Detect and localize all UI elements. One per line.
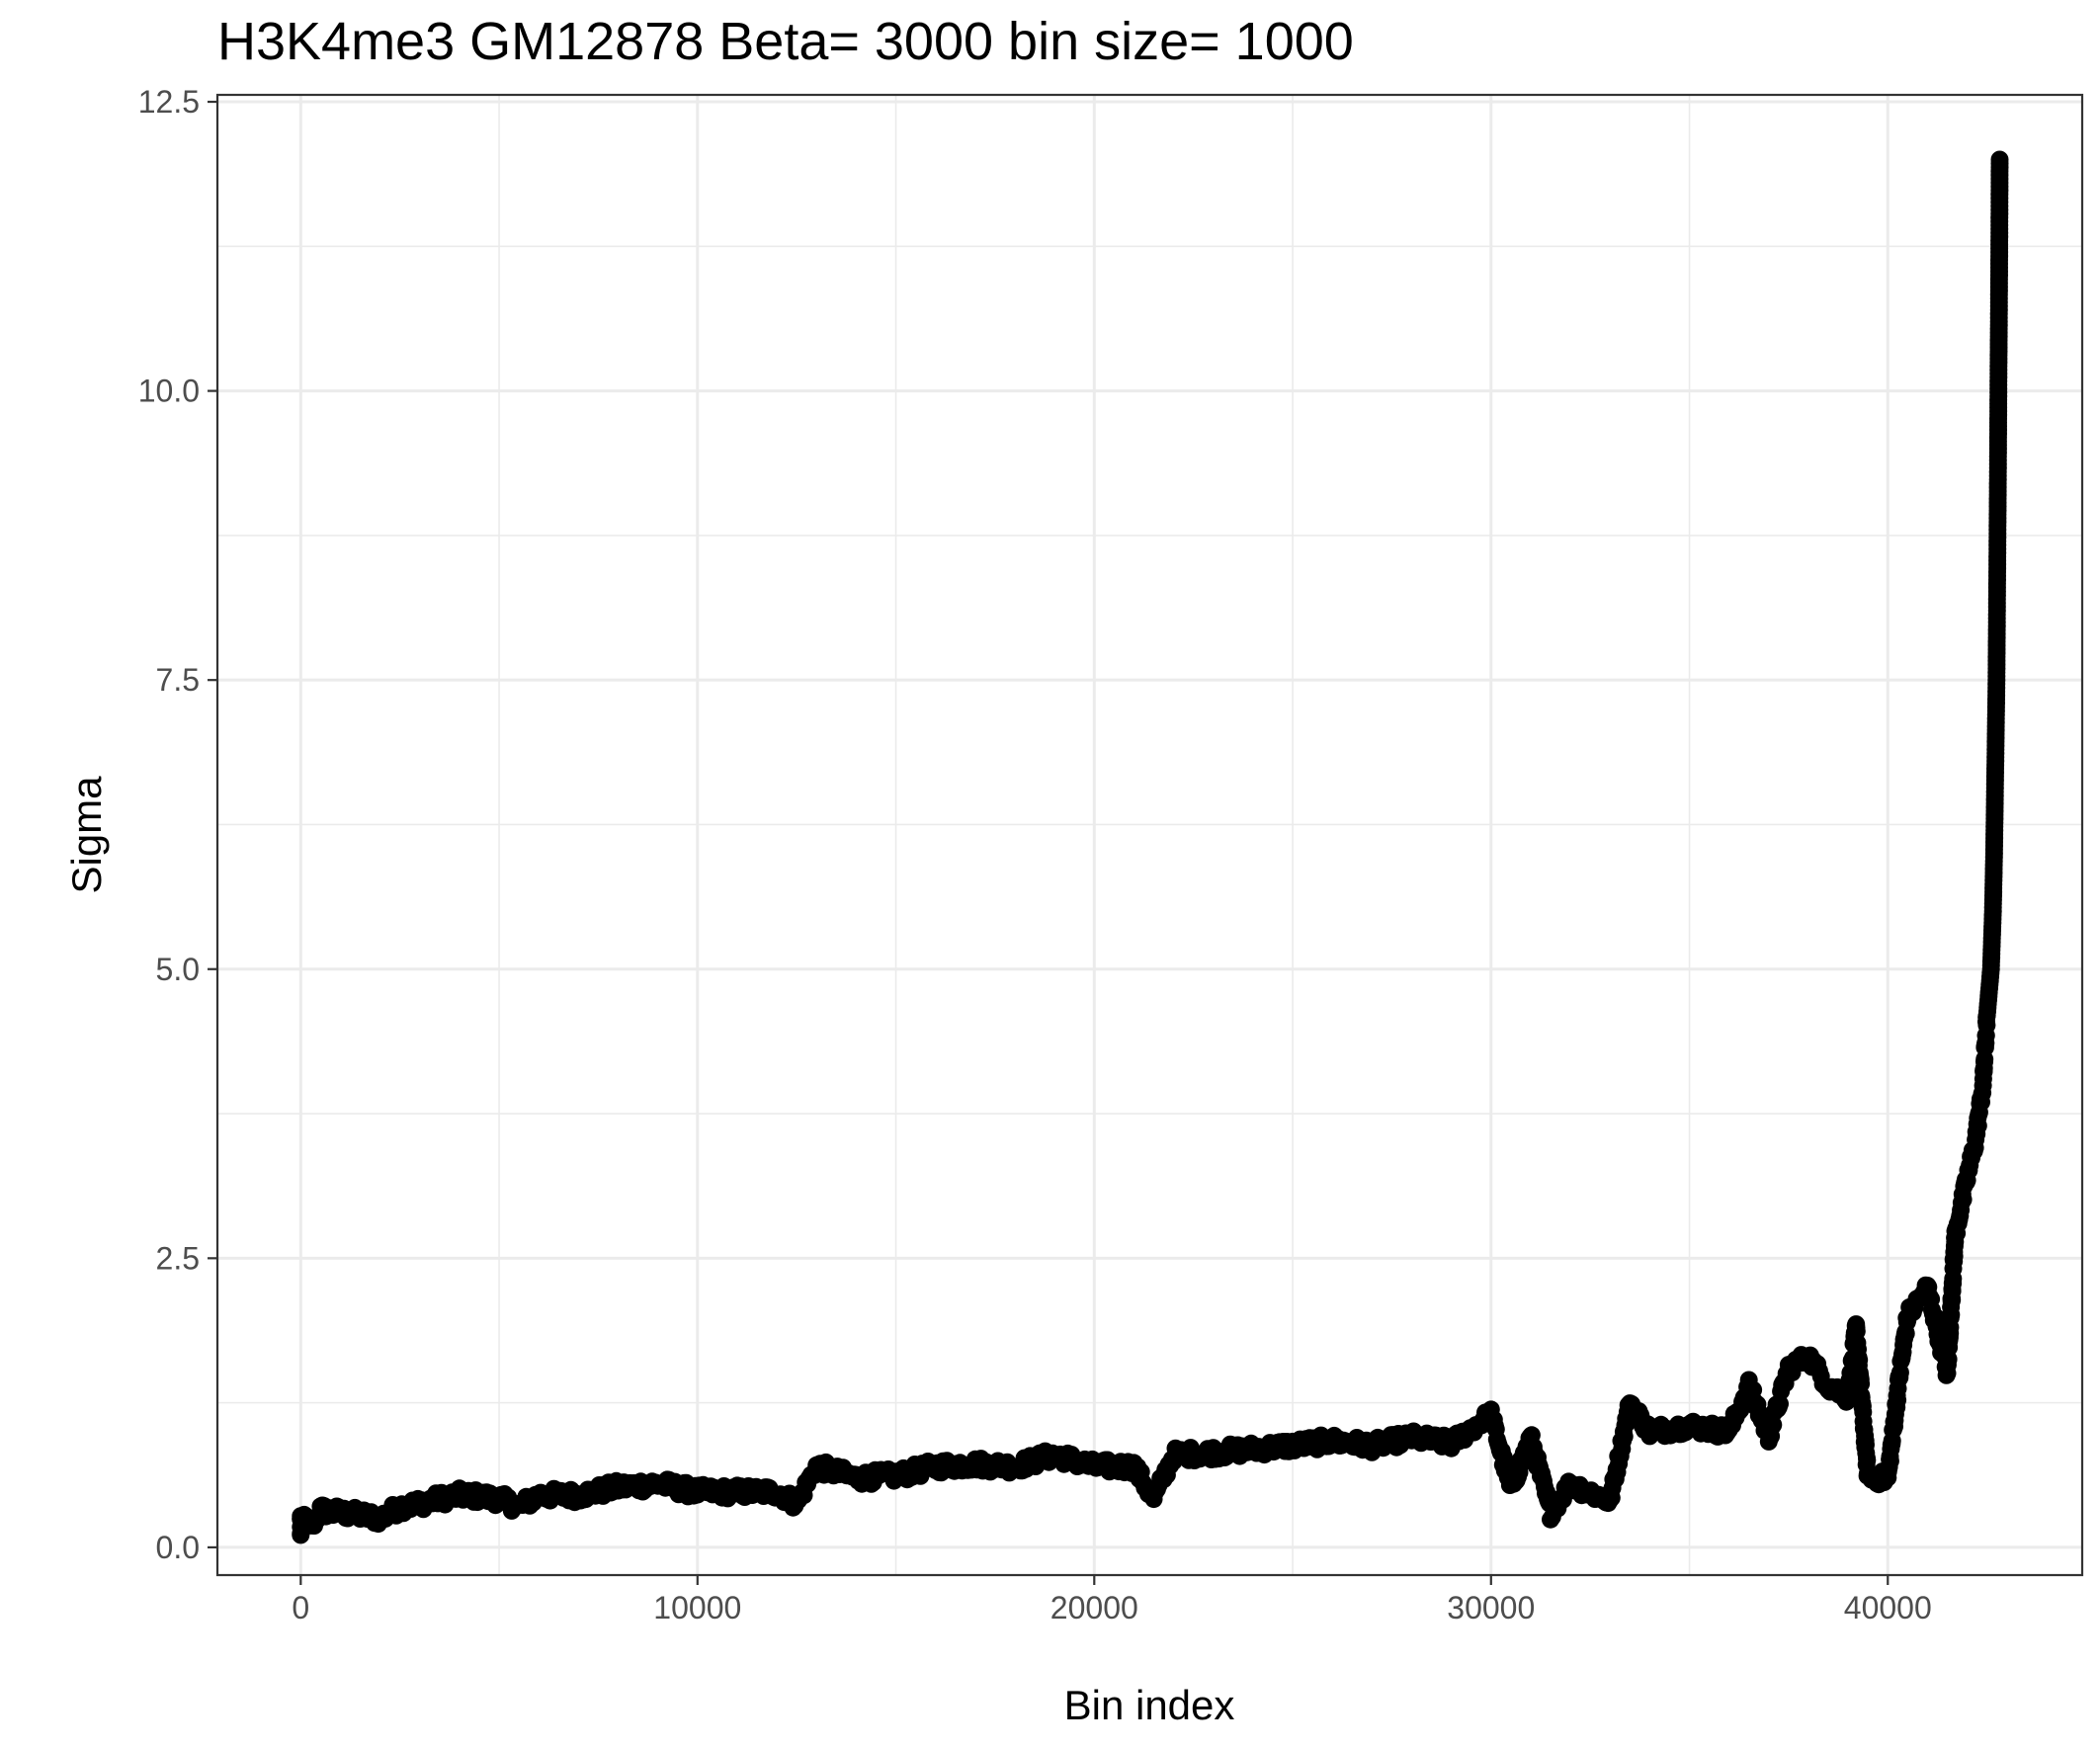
x-tick-label: 20000 [1050,1590,1138,1625]
plot-panel [217,95,2082,1575]
y-tick-label: 12.5 [138,84,200,120]
data-point [1850,1351,1869,1370]
x-tick-label: 30000 [1447,1590,1535,1625]
y-tick-label: 2.5 [156,1240,200,1276]
data-point [1954,1190,1973,1208]
data-point [1990,150,2009,169]
x-axis-ticks: 0 10000 20000 30000 40000 [292,1575,1932,1625]
x-tick-label: 40000 [1844,1590,1932,1625]
y-axis-label: Sigma [63,776,110,894]
data-point [1858,1451,1877,1469]
y-tick-label: 0.0 [156,1530,200,1565]
y-tick-label: 7.5 [156,662,200,698]
x-tick-label: 10000 [653,1590,741,1625]
major-grid [217,95,2082,1575]
plot-border [215,93,2084,1577]
x-axis-label: Bin index [1064,1682,1235,1728]
x-tick-label: 0 [292,1590,309,1625]
y-tick-label: 10.0 [138,374,200,409]
data-point [1942,1305,1961,1324]
y-axis-ticks: 0.0 2.5 5.0 7.5 10.0 12.5 [138,84,217,1565]
minor-grid [217,95,2082,1575]
y-tick-label: 5.0 [156,952,200,987]
chart-title: H3K4me3 GM12878 Beta= 3000 bin size= 100… [217,12,1354,71]
data-points [292,150,2009,1544]
